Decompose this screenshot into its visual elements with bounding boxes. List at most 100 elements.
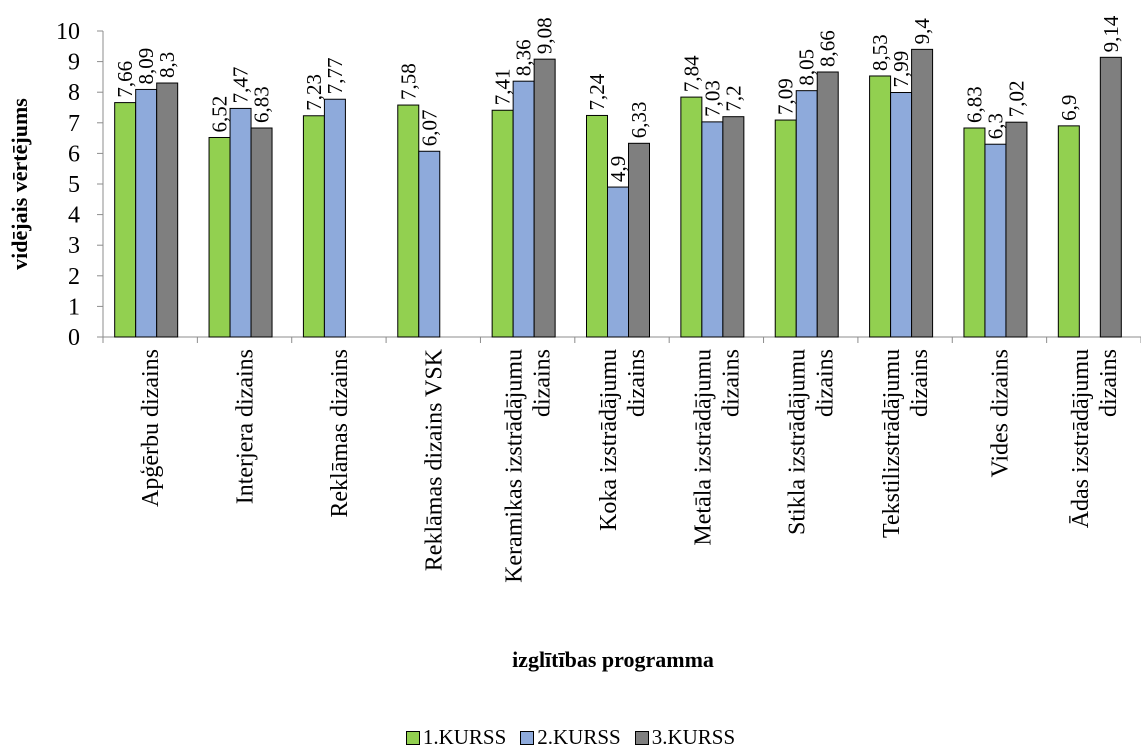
data-label: 7,99 bbox=[889, 51, 913, 88]
legend-swatch bbox=[520, 731, 535, 745]
y-tick-label: 7 bbox=[68, 111, 80, 137]
bar-1-kurss bbox=[680, 96, 703, 338]
category-label: Keramikas izstrādājumu bbox=[502, 349, 528, 583]
data-label: 8,66 bbox=[816, 30, 840, 67]
legend-swatch bbox=[405, 731, 420, 745]
data-label: 9,4 bbox=[910, 18, 934, 45]
y-tick-label: 9 bbox=[68, 50, 80, 76]
category-label: Stikla izstrādājumu bbox=[785, 349, 811, 535]
bar-1-kurss bbox=[302, 115, 325, 338]
y-tick-label: 4 bbox=[68, 203, 80, 229]
bar-1-kurss bbox=[869, 75, 892, 338]
data-label: 8,53 bbox=[868, 34, 892, 71]
bar-1-kurss bbox=[208, 136, 231, 338]
data-label: 4,9 bbox=[606, 156, 630, 182]
data-label: 7,84 bbox=[679, 55, 703, 92]
bar-1-kurss bbox=[114, 102, 137, 338]
category-label: dizains bbox=[907, 349, 933, 417]
bar-2-kurss bbox=[890, 92, 913, 338]
data-label: 6,52 bbox=[208, 96, 232, 133]
bar-2-kurss bbox=[418, 150, 441, 338]
bar-2-kurss bbox=[701, 121, 724, 338]
bar-2-kurss bbox=[229, 107, 252, 338]
category-label: Reklāmas dizains bbox=[327, 349, 353, 518]
bar-3-kurss bbox=[1005, 121, 1028, 338]
category-label: Apģērbu dizains bbox=[138, 349, 164, 507]
data-label: 7,58 bbox=[396, 63, 420, 100]
y-tick-label: 6 bbox=[68, 141, 80, 167]
data-label: 7,02 bbox=[1004, 80, 1028, 117]
y-axis-title: vidējais vērtējums bbox=[7, 98, 32, 270]
category-label: dizains bbox=[530, 349, 556, 417]
y-tick-label: 1 bbox=[68, 294, 80, 320]
bar-3-kurss bbox=[1099, 56, 1122, 338]
data-label: 7,24 bbox=[585, 73, 609, 110]
data-label: 6,83 bbox=[250, 86, 274, 123]
bar-3-kurss bbox=[816, 71, 839, 338]
category-label: Tekstilizstrādājumu bbox=[879, 349, 905, 538]
legend: 1.KURSS 2.KURSS 3.KURSS bbox=[0, 725, 1141, 750]
category-label: Vides dizains bbox=[987, 349, 1013, 478]
legend-label: 3.KURSS bbox=[651, 725, 736, 749]
category-label: dizains bbox=[718, 349, 744, 417]
data-label: 8,3 bbox=[155, 52, 179, 78]
category-label: Reklāmas dizains VSK bbox=[421, 348, 447, 571]
data-label: 9,08 bbox=[533, 17, 557, 54]
bar-3-kurss bbox=[628, 142, 650, 338]
bar-3-kurss bbox=[156, 82, 179, 338]
legend-item: 2.KURSS bbox=[520, 725, 621, 750]
data-label: 7,77 bbox=[323, 57, 347, 94]
data-label: 7,23 bbox=[302, 74, 326, 111]
bar-1-kurss bbox=[397, 104, 420, 338]
category-label: Interjera dizains bbox=[233, 349, 259, 504]
category-label: Metāla izstrādājumu bbox=[690, 349, 716, 546]
legend-item: 1.KURSS bbox=[405, 725, 507, 750]
legend-item: 3.KURSS bbox=[634, 725, 736, 750]
bar-1-kurss bbox=[491, 109, 514, 338]
data-label: 6,3 bbox=[983, 113, 1007, 139]
bar-2-kurss bbox=[135, 88, 158, 338]
category-label: dizains bbox=[813, 349, 839, 417]
data-label: 7,2 bbox=[721, 85, 745, 111]
data-label: 6,83 bbox=[962, 86, 986, 123]
y-tick-label: 8 bbox=[68, 80, 80, 106]
bar-1-kurss bbox=[963, 127, 986, 338]
data-label: 6,33 bbox=[627, 102, 651, 139]
data-label: 6,9 bbox=[1057, 95, 1081, 121]
bar-2-kurss bbox=[607, 186, 629, 338]
category-label: Ādas izstrādājumu bbox=[1068, 349, 1094, 528]
data-label: 7,66 bbox=[113, 61, 137, 98]
bar-2-kurss bbox=[512, 80, 535, 338]
legend-label: 1.KURSS bbox=[422, 725, 507, 749]
data-label: 7,03 bbox=[700, 80, 724, 117]
data-label: 7,09 bbox=[774, 78, 798, 115]
legend-swatch bbox=[634, 731, 649, 745]
y-tick-label: 5 bbox=[68, 172, 80, 198]
bar-3-kurss bbox=[722, 116, 745, 338]
y-tick-label: 0 bbox=[68, 325, 80, 351]
category-label: Koka izstrādājumu bbox=[596, 349, 622, 531]
data-label: 7,41 bbox=[491, 69, 515, 106]
y-tick-label: 2 bbox=[68, 264, 80, 290]
data-label: 8,36 bbox=[512, 39, 536, 76]
bar-1-kurss bbox=[774, 119, 797, 338]
bar-2-kurss bbox=[984, 143, 1007, 338]
bar-1-kurss bbox=[586, 114, 608, 338]
category-label: dizains bbox=[1096, 349, 1122, 417]
y-tick-label: 3 bbox=[68, 233, 80, 259]
category-label: dizains bbox=[624, 349, 650, 417]
bar-chart: 0 1 2 3 4 5 6 7 8 9 10 vidējais vērtējums izglītības… bbox=[7, 15, 1141, 672]
bar-3-kurss bbox=[911, 48, 934, 338]
bar-1-kurss bbox=[1057, 125, 1080, 338]
data-label: 7,47 bbox=[229, 67, 253, 104]
y-tick-label: 10 bbox=[56, 19, 80, 45]
data-label: 6,07 bbox=[417, 110, 441, 147]
x-axis-title: izglītības programma bbox=[512, 647, 714, 672]
bar-3-kurss bbox=[533, 58, 556, 338]
bar-3-kurss bbox=[250, 127, 273, 338]
data-label: 8,05 bbox=[795, 49, 819, 86]
data-label: 9,14 bbox=[1099, 15, 1123, 52]
legend-label: 2.KURSS bbox=[537, 725, 621, 749]
bar-2-kurss bbox=[323, 98, 346, 338]
